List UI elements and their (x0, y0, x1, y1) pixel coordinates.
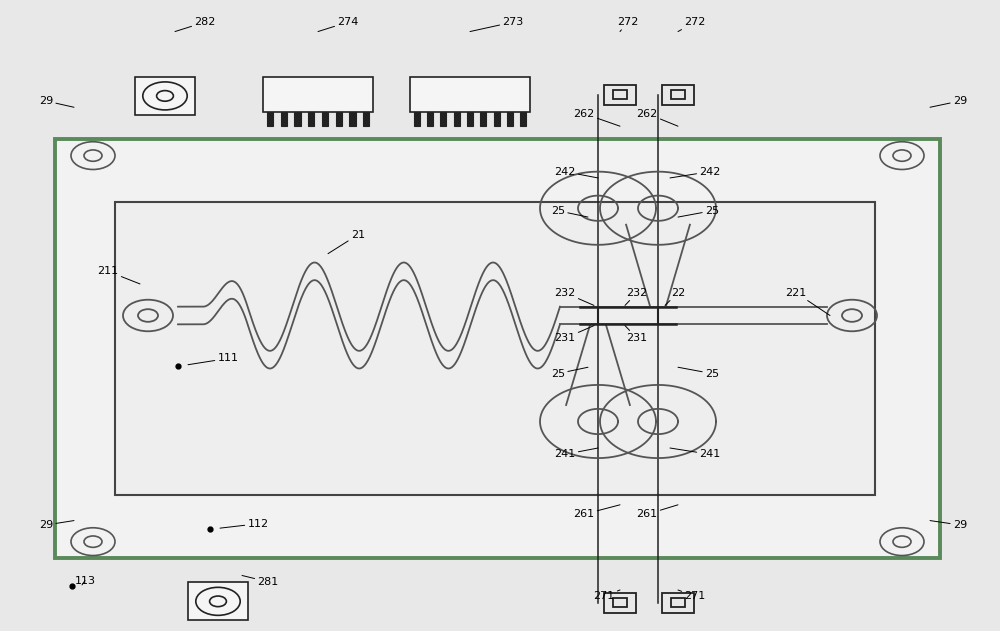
Bar (267, 112, 273, 126)
Bar (336, 112, 342, 126)
Text: 22: 22 (665, 288, 685, 305)
Text: 261: 261 (573, 505, 620, 519)
Bar (662, 85, 694, 105)
Text: 242: 242 (670, 167, 721, 178)
Text: 261: 261 (636, 505, 678, 519)
Text: 281: 281 (242, 575, 279, 587)
Text: 232: 232 (554, 288, 594, 305)
Text: 25: 25 (551, 367, 588, 379)
Bar (671, 90, 685, 99)
Bar (507, 112, 513, 126)
Bar (494, 112, 500, 126)
Text: 231: 231 (554, 326, 594, 343)
Text: 113: 113 (74, 575, 96, 586)
Text: 242: 242 (554, 167, 598, 178)
Text: 21: 21 (328, 230, 365, 254)
Bar (427, 112, 433, 126)
Text: 112: 112 (220, 519, 269, 529)
Bar (604, 85, 636, 105)
Bar (480, 112, 486, 126)
Bar (454, 112, 460, 126)
Bar (440, 112, 446, 126)
Text: 231: 231 (625, 326, 648, 343)
Text: 282: 282 (175, 17, 216, 32)
Bar (55, 139, 940, 558)
Text: 221: 221 (785, 288, 830, 316)
Bar (322, 112, 328, 126)
Text: 29: 29 (39, 520, 74, 530)
Text: 262: 262 (573, 109, 620, 126)
Bar (188, 582, 248, 620)
Bar (604, 593, 636, 613)
Bar (135, 77, 195, 115)
Bar (467, 112, 473, 126)
Text: 241: 241 (554, 448, 598, 459)
Bar (280, 112, 287, 126)
Bar (294, 112, 300, 126)
Text: 241: 241 (670, 448, 721, 459)
Bar (363, 112, 369, 126)
Text: 272: 272 (678, 17, 706, 32)
Text: 262: 262 (636, 109, 678, 126)
Text: 273: 273 (470, 17, 524, 32)
Text: 29: 29 (930, 96, 967, 107)
Text: 211: 211 (97, 266, 140, 284)
Bar (662, 593, 694, 613)
Text: 29: 29 (39, 96, 74, 107)
Text: 25: 25 (678, 367, 719, 379)
Text: 25: 25 (678, 206, 719, 217)
Bar (520, 112, 526, 126)
Bar (613, 90, 627, 99)
Bar (263, 77, 373, 112)
Bar (308, 112, 314, 126)
Bar (349, 112, 356, 126)
Text: 271: 271 (678, 590, 706, 601)
Text: 111: 111 (188, 353, 239, 365)
Bar (115, 202, 875, 495)
Bar (671, 598, 685, 607)
Text: 272: 272 (617, 17, 639, 32)
Text: 271: 271 (593, 590, 620, 601)
Text: 25: 25 (551, 206, 588, 217)
Text: 274: 274 (318, 17, 359, 32)
Text: 29: 29 (930, 520, 967, 530)
Bar (613, 598, 627, 607)
Text: 232: 232 (625, 288, 648, 305)
Bar (414, 112, 420, 126)
Bar (410, 77, 530, 112)
